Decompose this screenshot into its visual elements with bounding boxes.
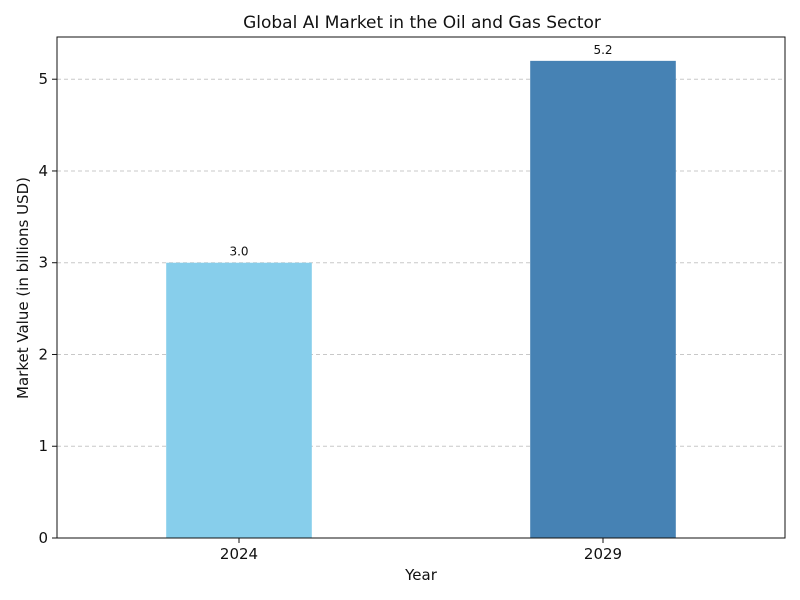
bar-2024 <box>166 262 312 538</box>
y-tick-label: 0 <box>38 529 48 547</box>
bar-value-label-2024: 3.0 <box>229 245 248 259</box>
y-tick-label: 4 <box>38 162 48 180</box>
y-tick-label: 2 <box>38 345 48 363</box>
plot-frame <box>56 36 786 539</box>
y-tick-label: 5 <box>38 70 48 88</box>
y-tick-label: 3 <box>38 254 48 272</box>
y-axis-ticks: 0 1 2 3 4 5 <box>38 70 57 547</box>
x-tick-label: 2029 <box>584 545 622 563</box>
bars <box>166 60 676 538</box>
x-axis-label: Year <box>404 566 438 584</box>
x-axis-ticks: 2024 2029 <box>220 538 622 563</box>
bar-value-labels: 3.0 5.2 <box>229 43 612 259</box>
y-axis-label: Market Value (in billions USD) <box>14 177 32 399</box>
bar-2029 <box>530 60 676 538</box>
y-tick-label: 1 <box>38 437 48 455</box>
chart-title: Global AI Market in the Oil and Gas Sect… <box>243 13 601 33</box>
bar-value-label-2029: 5.2 <box>593 43 612 57</box>
x-tick-label: 2024 <box>220 545 258 563</box>
